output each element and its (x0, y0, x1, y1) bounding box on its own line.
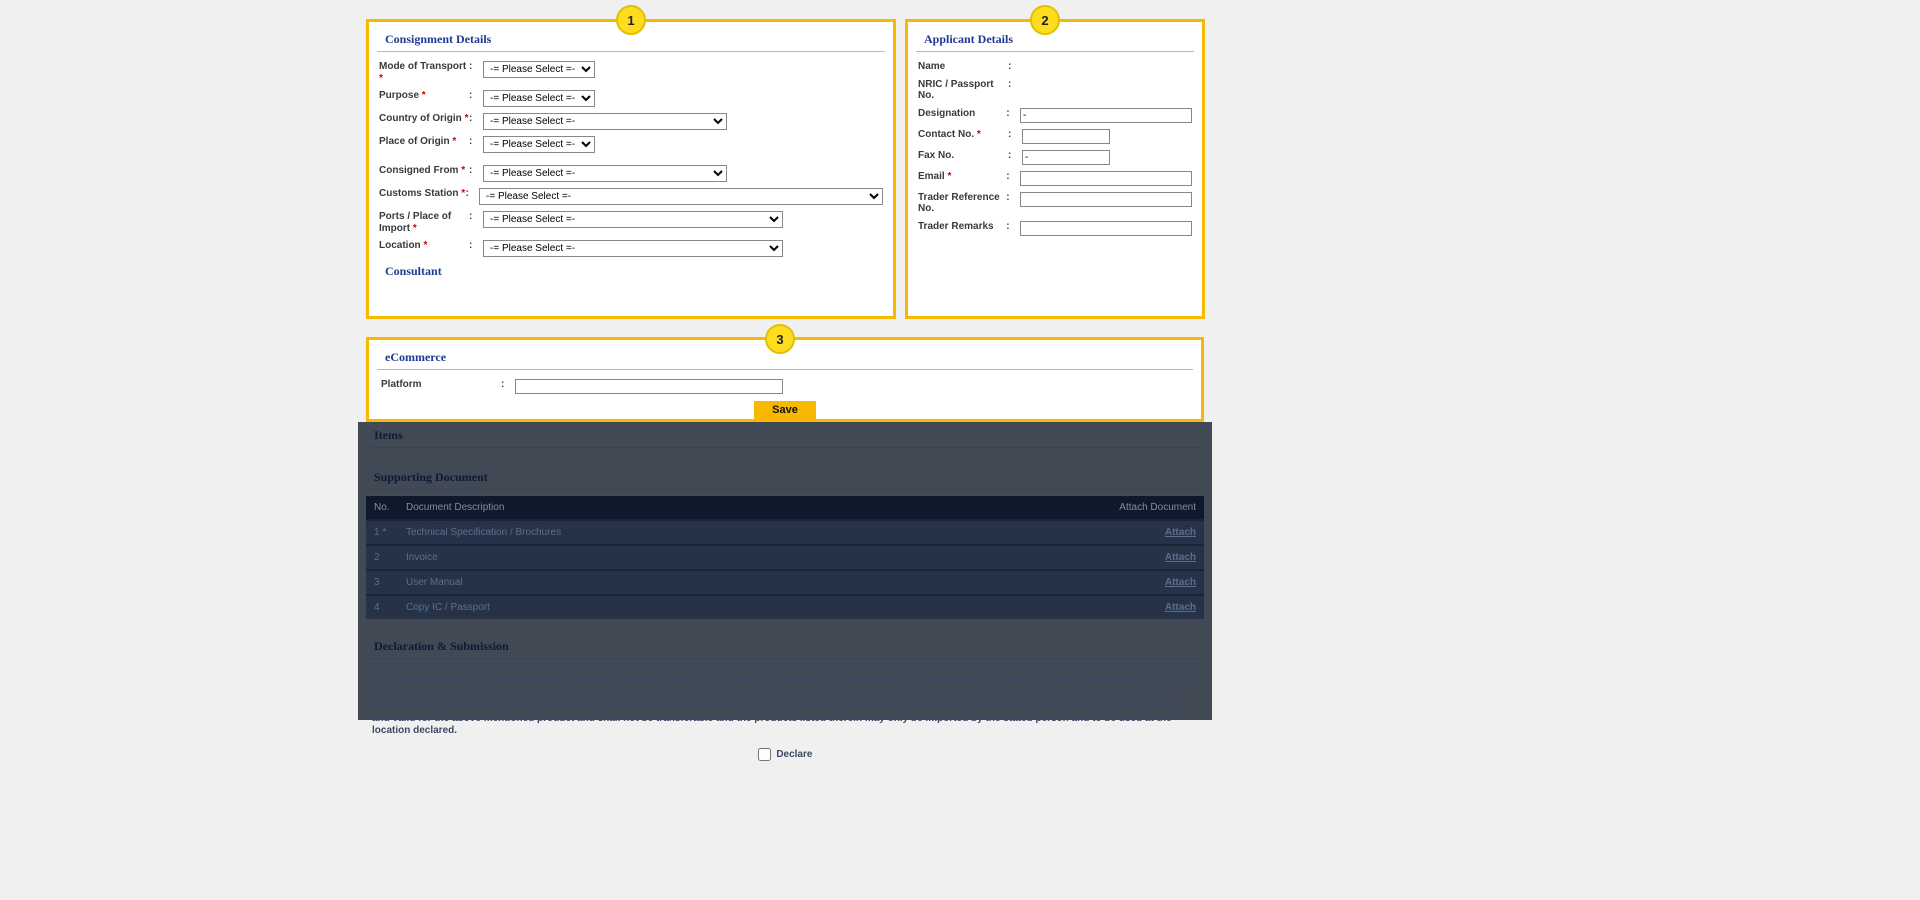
label-trader-remarks: Trader Remarks (918, 221, 1006, 233)
items-heading: Items (366, 422, 1204, 445)
label-designation: Designation (918, 108, 1006, 120)
label-nric: NRIC / Passport No. (918, 79, 1008, 102)
label-contact-no: Contact No. * (918, 129, 1008, 141)
cell-no: 1 * (366, 520, 398, 545)
select-ports-place-import[interactable]: -= Please Select =- (483, 211, 783, 228)
badge-3: 3 (765, 324, 795, 354)
divider (377, 51, 885, 52)
col-no: No. (366, 496, 398, 520)
label-trader-ref: Trader Reference No. (918, 192, 1006, 215)
cell-desc: Copy IC / Passport (398, 595, 1084, 619)
cell-desc: User Manual (398, 570, 1084, 595)
panel-consignment: Consignment Details Mode of Transport * … (366, 19, 896, 319)
select-purpose[interactable]: -= Please Select =- (483, 90, 595, 107)
cell-attach: Attach (1084, 595, 1204, 619)
divider (370, 447, 1200, 448)
cell-attach: Attach (1084, 570, 1204, 595)
label-place-of-origin: Place of Origin * (379, 136, 469, 148)
select-mode-of-transport[interactable]: -= Please Select =- (483, 61, 595, 78)
cell-desc: Invoice (398, 545, 1084, 570)
label-platform: Platform (381, 379, 501, 391)
declare-label: Declare (776, 749, 812, 760)
input-trader-ref[interactable] (1020, 192, 1192, 207)
panel-applicant: Applicant Details Name : NRIC / Passport… (905, 19, 1205, 319)
select-customs-station[interactable]: -= Please Select =- (479, 188, 883, 205)
col-desc: Document Description (398, 496, 1084, 520)
supporting-doc-table: No. Document Description Attach Document… (366, 496, 1204, 619)
badge-2: 2 (1030, 5, 1060, 35)
page-root: 1 2 3 Consignment Details Mode of Transp… (0, 0, 1920, 900)
divider (370, 489, 1200, 490)
badge-1: 1 (616, 5, 646, 35)
select-location[interactable]: -= Please Select =- (483, 240, 783, 257)
label-ports-place-import: Ports / Place of Import * (379, 211, 469, 234)
table-row: 4Copy IC / Passport Attach (366, 595, 1204, 619)
label-country-of-origin: Country of Origin * (379, 113, 469, 125)
attach-link[interactable]: Attach (1165, 602, 1196, 613)
declaration-text: The applicant hereby declare that all th… (366, 665, 1204, 744)
supporting-heading: Supporting Document (366, 462, 1204, 487)
input-email[interactable] (1020, 171, 1192, 186)
table-row: 3User Manual Attach (366, 570, 1204, 595)
dark-lower-region: Items Supporting Document No. Document D… (358, 422, 1212, 720)
input-contact-no[interactable] (1022, 129, 1110, 144)
col-attach: Attach Document (1084, 496, 1204, 520)
label-customs-station: Customs Station * (379, 188, 466, 200)
cell-attach: Attach (1084, 520, 1204, 545)
select-consigned-from[interactable]: -= Please Select =- (483, 165, 727, 182)
select-place-of-origin[interactable]: -= Please Select =- (483, 136, 595, 153)
label-email: Email * (918, 171, 1006, 183)
cell-no: 3 (366, 570, 398, 595)
select-country-of-origin[interactable]: -= Please Select =- (483, 113, 727, 130)
input-designation[interactable] (1020, 108, 1192, 123)
divider (916, 51, 1194, 52)
consultant-heading: Consultant (369, 260, 893, 281)
label-consigned-from: Consigned From * (379, 165, 469, 177)
cell-no: 4 (366, 595, 398, 619)
input-platform[interactable] (515, 379, 783, 394)
input-fax-no[interactable] (1022, 150, 1110, 165)
cell-no: 2 (366, 545, 398, 570)
table-row: 1 *Technical Specification / Brochures At… (366, 520, 1204, 545)
table-row: 2Invoice Attach (366, 545, 1204, 570)
divider (377, 369, 1193, 370)
declaration-heading: Declaration & Submission (366, 631, 1204, 656)
label-purpose: Purpose * (379, 90, 469, 102)
declare-checkbox[interactable] (758, 748, 771, 761)
label-fax-no: Fax No. (918, 150, 1008, 162)
cell-attach: Attach (1084, 545, 1204, 570)
cell-desc: Technical Specification / Brochures (398, 520, 1084, 545)
label-mode-of-transport: Mode of Transport * (379, 61, 469, 84)
input-trader-remarks[interactable] (1020, 221, 1192, 236)
attach-link[interactable]: Attach (1165, 577, 1196, 588)
divider (370, 658, 1200, 659)
attach-link[interactable]: Attach (1165, 527, 1196, 538)
declare-row: Declare (366, 744, 1204, 761)
attach-link[interactable]: Attach (1165, 552, 1196, 563)
label-location: Location * (379, 240, 469, 252)
save-button[interactable]: Save (754, 401, 816, 419)
label-name: Name (918, 61, 1008, 73)
